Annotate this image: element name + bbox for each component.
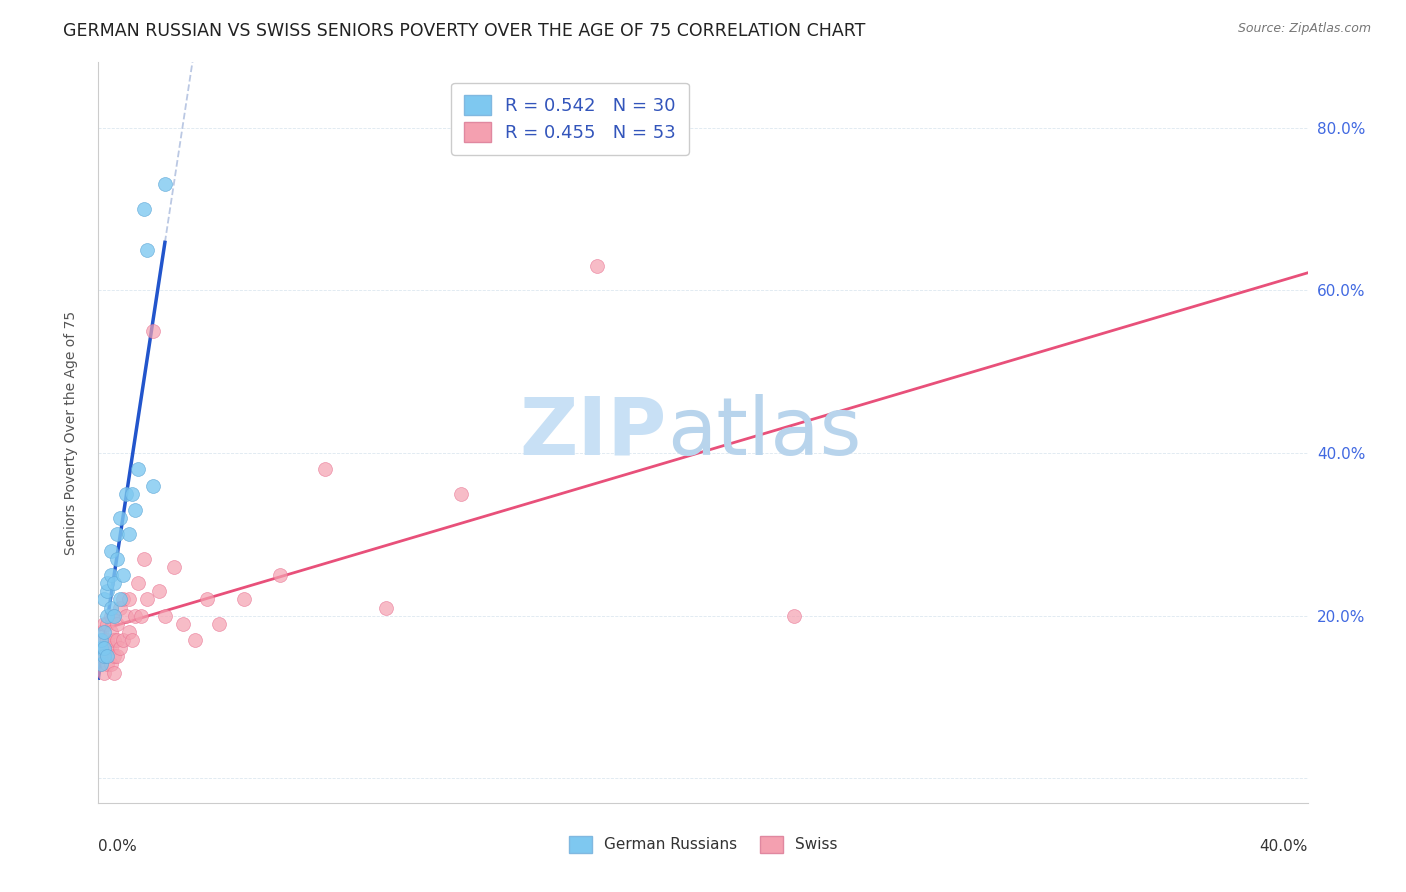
Point <box>90 641 112 656</box>
Point <box>96 641 118 656</box>
Point <box>90 633 112 648</box>
Point <box>93 641 115 656</box>
Point <box>96 633 118 648</box>
Point <box>103 608 125 623</box>
Point <box>96 584 118 599</box>
Point <box>208 616 231 631</box>
Point <box>172 616 194 631</box>
Point <box>111 633 134 648</box>
Point <box>100 568 122 582</box>
Point <box>105 649 128 664</box>
Text: atlas: atlas <box>666 393 860 472</box>
Point <box>148 584 170 599</box>
Point <box>93 665 115 680</box>
Point <box>114 486 136 500</box>
Point <box>105 616 128 631</box>
Point <box>100 641 122 656</box>
Text: GERMAN RUSSIAN VS SWISS SENIORS POVERTY OVER THE AGE OF 75 CORRELATION CHART: GERMAN RUSSIAN VS SWISS SENIORS POVERTY … <box>63 22 866 40</box>
Point <box>100 600 122 615</box>
Point <box>108 641 131 656</box>
Point <box>108 511 131 525</box>
Point <box>142 478 165 492</box>
Point <box>129 608 152 623</box>
Point <box>105 551 128 566</box>
Point <box>121 633 143 648</box>
Point <box>374 600 396 615</box>
Point <box>93 592 115 607</box>
Point <box>108 600 131 615</box>
Point <box>111 568 134 582</box>
Point <box>96 616 118 631</box>
Point <box>108 592 131 607</box>
Point <box>96 608 118 623</box>
Point <box>132 202 155 216</box>
Point <box>184 633 207 648</box>
Point <box>90 641 112 656</box>
Point <box>135 243 157 257</box>
Text: Source: ZipAtlas.com: Source: ZipAtlas.com <box>1237 22 1371 36</box>
Point <box>586 259 609 273</box>
Point <box>105 527 128 541</box>
Point <box>132 551 155 566</box>
Point <box>100 657 122 672</box>
Point <box>93 616 115 631</box>
Point <box>114 608 136 623</box>
Point <box>93 649 115 664</box>
Point <box>153 178 176 192</box>
Point <box>90 624 112 639</box>
Point <box>111 592 134 607</box>
Point <box>96 657 118 672</box>
Point <box>90 657 112 672</box>
Point <box>118 592 141 607</box>
Point <box>96 649 118 664</box>
Text: 40.0%: 40.0% <box>1260 838 1308 854</box>
Point <box>90 649 112 664</box>
Y-axis label: Seniors Poverty Over the Age of 75: Seniors Poverty Over the Age of 75 <box>63 310 77 555</box>
Point <box>783 608 806 623</box>
Point <box>100 608 122 623</box>
Point <box>121 486 143 500</box>
Point <box>103 665 125 680</box>
Point <box>232 592 254 607</box>
Point <box>124 608 146 623</box>
Point <box>153 608 176 623</box>
Point <box>103 608 125 623</box>
Point <box>135 592 157 607</box>
Point <box>93 641 115 656</box>
Point <box>450 486 472 500</box>
Point <box>195 592 218 607</box>
Point <box>105 633 128 648</box>
Point <box>269 568 291 582</box>
Legend: German Russians, Swiss: German Russians, Swiss <box>560 827 846 862</box>
Point <box>93 649 115 664</box>
Point <box>100 624 122 639</box>
Point <box>96 576 118 591</box>
Point <box>103 633 125 648</box>
Point <box>100 543 122 558</box>
Point <box>93 633 115 648</box>
Point <box>142 324 165 338</box>
Point <box>124 503 146 517</box>
Text: ZIP: ZIP <box>519 393 666 472</box>
Point <box>314 462 336 476</box>
Point <box>127 462 149 476</box>
Point <box>103 576 125 591</box>
Point <box>93 624 115 639</box>
Text: 0.0%: 0.0% <box>98 838 138 854</box>
Point <box>103 649 125 664</box>
Point <box>118 527 141 541</box>
Point <box>90 657 112 672</box>
Point <box>96 649 118 664</box>
Point <box>163 559 186 574</box>
Point <box>118 624 141 639</box>
Point <box>127 576 149 591</box>
